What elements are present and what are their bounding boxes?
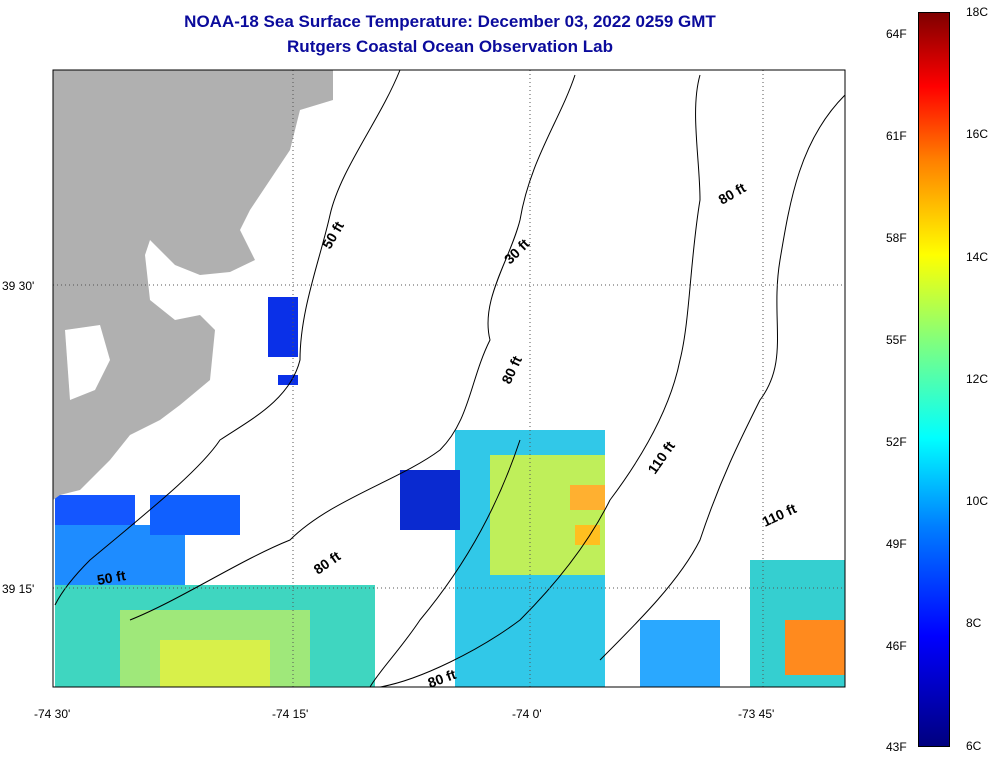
contour-label: 80 ft (498, 353, 525, 386)
bay (65, 325, 110, 400)
sst-patch (55, 495, 135, 525)
lon-labels: -74 30' -74 15' -74 0' -73 45' (34, 707, 774, 721)
sst-patch (570, 485, 605, 510)
sst-patch (575, 525, 600, 545)
lat-labels: 39 30' 39 15' (2, 279, 34, 596)
colorbar-c-label: 6C (966, 739, 982, 753)
colorbar-c-label: 14C (966, 250, 989, 264)
colorbar-f-label: 43F (886, 740, 907, 754)
isobath-50ft (54, 69, 401, 606)
colorbar-c-label: 8C (966, 616, 982, 630)
map-frame (52, 69, 846, 688)
colorbar-f-label: 46F (886, 639, 907, 653)
lat-label: 39 30' (2, 279, 34, 293)
sst-patch (400, 470, 460, 530)
colorbar-c-label: 16C (966, 127, 989, 141)
colorbar-c-label: 18C (966, 5, 989, 19)
contour-label: 50 ft (96, 567, 127, 588)
map-subtitle: Rutgers Coastal Ocean Observation Lab (287, 37, 613, 56)
temperature-colorbar (918, 12, 950, 747)
map-title: NOAA-18 Sea Surface Temperature: Decembe… (184, 12, 716, 31)
contour-label: 110 ft (760, 500, 800, 530)
colorbar-f-label: 61F (886, 129, 907, 143)
isobath-inner (369, 439, 521, 688)
land-layer (53, 70, 333, 500)
graticule (53, 70, 845, 687)
colorbar-f-label: 55F (886, 333, 907, 347)
colorbar-f-label: 52F (886, 435, 907, 449)
lat-label: 39 15' (2, 582, 34, 596)
contour-label: 50 ft (319, 218, 347, 251)
isobath-80ft (129, 74, 576, 621)
sst-patch (278, 375, 298, 385)
sst-patch (490, 455, 605, 575)
colorbar-f-label: 58F (886, 231, 907, 245)
isobath-110ft (379, 74, 701, 688)
lon-label: -73 45' (738, 707, 774, 721)
contour-label: 80 ft (311, 548, 344, 578)
sst-patch (150, 495, 240, 535)
colorbar-c-label: 10C (966, 494, 989, 508)
colorbar-f-label: 49F (886, 537, 907, 551)
sst-patch (160, 640, 270, 687)
lon-label: -74 30' (34, 707, 70, 721)
isobath-layer (54, 69, 846, 688)
contour-label: 110 ft (644, 438, 678, 477)
colorbar-c-label: 12C (966, 372, 989, 386)
land-mass (53, 70, 333, 500)
sst-patch (640, 620, 720, 687)
contour-label: 30 ft (501, 235, 533, 267)
contour-label: 80 ft (716, 179, 749, 207)
lon-label: -74 0' (512, 707, 542, 721)
sst-patch (785, 620, 845, 675)
colorbar-f-label: 64F (886, 27, 907, 41)
lon-label: -74 15' (272, 707, 308, 721)
isobath-outer (599, 94, 846, 661)
